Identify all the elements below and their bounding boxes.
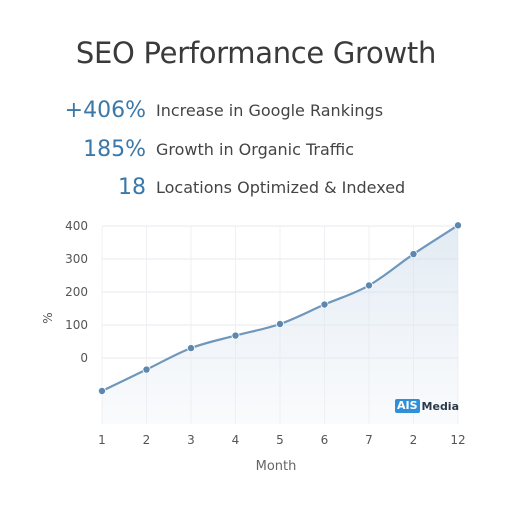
stat-label: Increase in Google Rankings bbox=[156, 100, 384, 120]
x-tick-label: 4 bbox=[232, 433, 240, 447]
data-point bbox=[320, 300, 329, 309]
brand-logo: AIS Media bbox=[395, 399, 459, 413]
y-tick-label: 300 bbox=[65, 252, 88, 266]
chart-title: SEO Performance Growth bbox=[75, 36, 437, 70]
stat-traffic: 185% Growth in Organic Traffic bbox=[56, 134, 354, 164]
stat-label: Locations Optimized & Indexed bbox=[156, 177, 406, 197]
data-point bbox=[275, 320, 284, 329]
y-tick-label: 0 bbox=[80, 351, 88, 365]
x-tick-label: 1 bbox=[98, 433, 106, 447]
logo-word: Media bbox=[421, 399, 460, 413]
logo-mark: AIS bbox=[395, 399, 420, 413]
y-tick-label: 100 bbox=[65, 318, 88, 332]
x-tick-label: 5 bbox=[276, 433, 284, 447]
data-point bbox=[142, 365, 151, 374]
data-point bbox=[186, 344, 195, 353]
stat-rankings: +406% Increase in Google Rankings bbox=[56, 95, 383, 125]
stat-locations: 18 Locations Optimized & Indexed bbox=[56, 172, 405, 202]
x-tick-label: 2 bbox=[143, 433, 151, 447]
stat-value: 185% bbox=[83, 136, 146, 162]
data-point bbox=[409, 250, 418, 259]
x-tick-label: 7 bbox=[365, 433, 373, 447]
x-tick-label: 6 bbox=[321, 433, 329, 447]
x-axis-label: Month bbox=[256, 459, 297, 474]
x-tick-label: 2 bbox=[410, 433, 418, 447]
y-tick-label: 400 bbox=[65, 219, 88, 233]
x-tick-label: 3 bbox=[187, 433, 195, 447]
data-point bbox=[453, 221, 462, 230]
x-tick-label: 12 bbox=[450, 433, 465, 447]
data-point bbox=[231, 331, 240, 340]
stat-value: 18 bbox=[118, 174, 146, 200]
data-point bbox=[364, 281, 373, 290]
data-point bbox=[98, 386, 107, 395]
stat-value: +406% bbox=[64, 97, 146, 123]
y-tick-label: 200 bbox=[65, 285, 88, 299]
y-axis-label: % bbox=[41, 312, 55, 323]
stat-label: Growth in Organic Traffic bbox=[156, 139, 355, 159]
